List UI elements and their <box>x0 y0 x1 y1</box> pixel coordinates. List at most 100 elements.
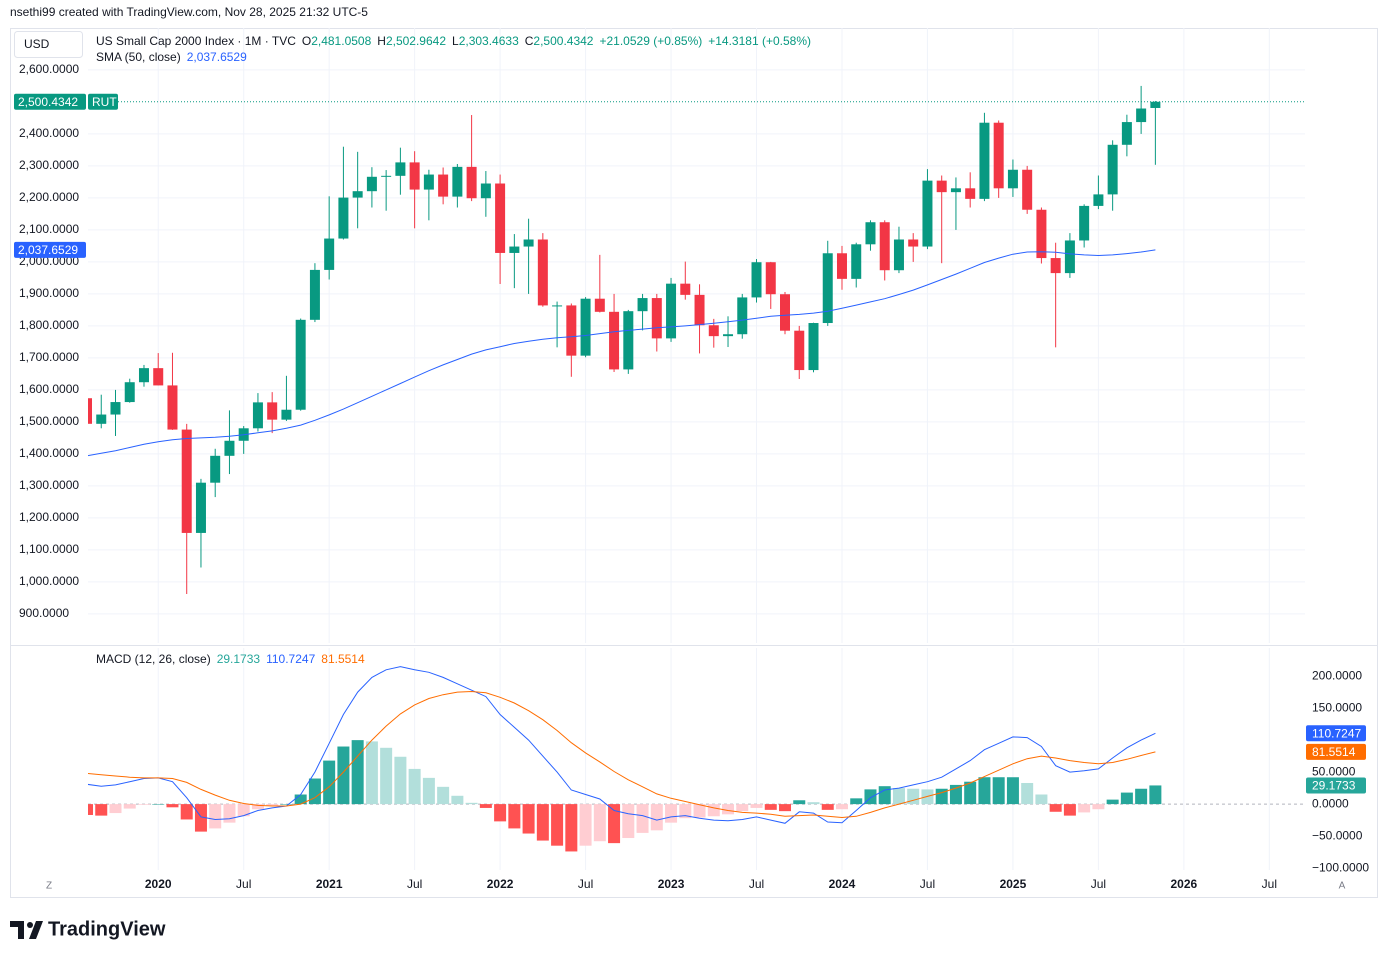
candle-body <box>224 440 235 456</box>
candle-body <box>438 174 449 197</box>
candle-body <box>537 239 548 306</box>
candle-body <box>523 239 534 247</box>
candle-body <box>267 402 278 420</box>
y-tick-label: −50.0000 <box>1312 828 1363 842</box>
candle-body <box>908 239 919 247</box>
histogram-bar <box>166 804 179 808</box>
legend: US Small Cap 2000 Index · 1M · TVC O2,481… <box>96 34 811 48</box>
candle-body <box>338 197 349 239</box>
histogram-bar <box>1078 804 1091 813</box>
symbol-tag <box>88 93 118 110</box>
histogram-bar <box>494 804 507 822</box>
legend-change: +14.3181 (+0.58%) <box>708 34 811 48</box>
histogram-bar <box>1106 799 1119 805</box>
histogram-bar <box>1035 794 1048 805</box>
histogram-bar <box>750 804 763 808</box>
candle-body <box>195 482 206 533</box>
candle-body <box>366 176 377 192</box>
histogram-bar <box>294 794 307 805</box>
legend-title: US Small Cap 2000 Index · 1M · TVC <box>96 34 296 48</box>
candle-body <box>751 262 762 298</box>
currency[interactable]: USD <box>24 37 50 51</box>
candle-body <box>737 297 748 335</box>
y-tick-label: 2,600.0000 <box>19 62 79 76</box>
histogram-bar <box>380 747 393 805</box>
scale-button-label[interactable]: Z <box>46 881 52 892</box>
histogram-bar <box>949 784 962 805</box>
candle-body <box>153 368 164 386</box>
scale-button-label[interactable]: A <box>1339 881 1346 892</box>
candle-body <box>1136 108 1147 123</box>
histogram-bar <box>223 804 236 823</box>
histogram-bar <box>194 804 207 832</box>
candle-body <box>167 385 178 430</box>
y-tick-label: 2,300.0000 <box>19 158 79 172</box>
y-tick-label: 150.0000 <box>1312 700 1362 714</box>
histogram-bar <box>850 798 863 805</box>
legend-value: 2,303.4633 <box>459 34 519 48</box>
histogram-bar <box>95 804 108 816</box>
histogram-bar <box>422 777 435 805</box>
candle-body <box>1150 101 1161 108</box>
y-tick-label: 1,200.0000 <box>19 510 79 524</box>
legend-value: 29.1733 <box>217 652 261 666</box>
logo-shape <box>10 921 24 939</box>
x-tick-label: Jul <box>578 877 593 891</box>
histogram-bar <box>1149 785 1162 805</box>
histogram-bar <box>266 804 279 807</box>
legend-change: +21.0529 (+0.85%) <box>599 34 702 48</box>
logo-shape <box>27 922 33 928</box>
histogram-bar <box>707 804 720 817</box>
scale-button[interactable] <box>1334 877 1350 893</box>
candle-body <box>1093 194 1104 206</box>
x-tick-label: 2022 <box>487 877 514 891</box>
histogram-bar <box>736 804 749 812</box>
histogram-bar <box>508 804 521 829</box>
symbol-tag-label: RUT <box>92 95 117 109</box>
legend: MACD (12, 26, close) 29.1733 110.7247 81.55… <box>96 652 365 666</box>
logo <box>10 921 43 939</box>
candle-body <box>509 246 520 253</box>
candle-body <box>552 305 563 307</box>
candle-body <box>723 334 734 337</box>
candle-body <box>88 398 92 424</box>
y-tick-label: 1,900.0000 <box>19 286 79 300</box>
legend-title: MACD (12, 26, close) <box>96 652 211 666</box>
histogram-bar <box>522 804 535 834</box>
histogram-bar <box>365 741 378 805</box>
y-tick-label: 1,800.0000 <box>19 318 79 332</box>
y-tick-label: 2,400.0000 <box>19 126 79 140</box>
currency-box[interactable] <box>14 31 83 58</box>
candle-body <box>381 175 392 177</box>
scale-button[interactable] <box>41 877 57 893</box>
candle-body <box>780 294 791 331</box>
y-tick-label: 2,100.0000 <box>19 222 79 236</box>
histogram-bar <box>622 804 635 839</box>
legend-prefix: L <box>452 34 459 48</box>
histogram-bar <box>479 804 492 808</box>
histogram-bar <box>408 768 421 805</box>
candle-body <box>138 368 149 383</box>
header: nsethi99 created with TradingView.com, N… <box>10 5 368 19</box>
candle-body <box>865 222 876 245</box>
x-tick-label: Jul <box>407 877 422 891</box>
candle-body <box>1107 144 1118 195</box>
candle-body <box>124 382 135 403</box>
candle-body <box>423 174 434 190</box>
y-tick-label: 1,000.0000 <box>19 574 79 588</box>
candle-body <box>893 239 904 271</box>
legend-value: 2,481.0508 <box>311 34 371 48</box>
x-tick-label: 2021 <box>316 877 343 891</box>
candle-body <box>566 305 577 356</box>
histogram-bar <box>451 795 464 805</box>
overlay: 2020 Jul 2021 Jul 2022 Jul 2023 Jul 2024 Jul 2025 J… <box>14 34 1369 891</box>
histogram-bar <box>964 781 977 805</box>
candle-body <box>666 283 677 339</box>
candle-body <box>694 294 705 326</box>
histogram-bar <box>1120 792 1133 805</box>
candle-body <box>922 180 933 247</box>
candle-body <box>395 162 406 176</box>
candle-body <box>822 253 833 324</box>
value-tag-label: 29.1733 <box>1312 779 1356 793</box>
candle-body <box>851 244 862 279</box>
